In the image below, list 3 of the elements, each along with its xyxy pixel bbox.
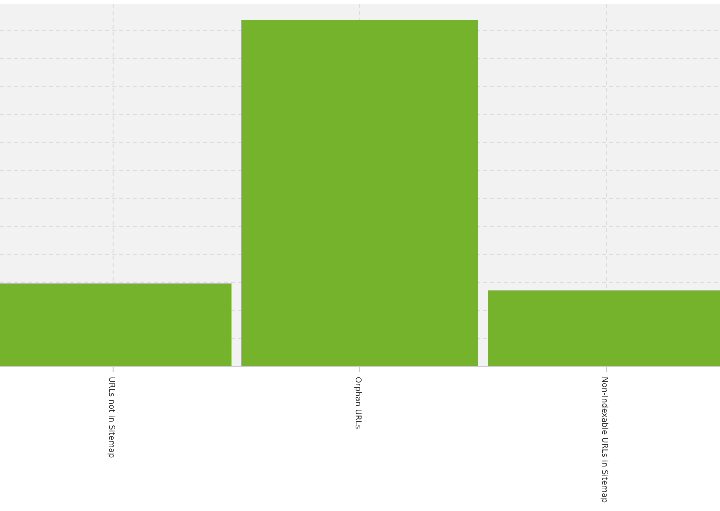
x-tick-label: Orphan URLs <box>354 377 363 430</box>
x-tick-label: URLs not in Sitemap <box>107 377 116 458</box>
x-tick-label: Non-Indexable URLs in Sitemap <box>600 377 610 504</box>
